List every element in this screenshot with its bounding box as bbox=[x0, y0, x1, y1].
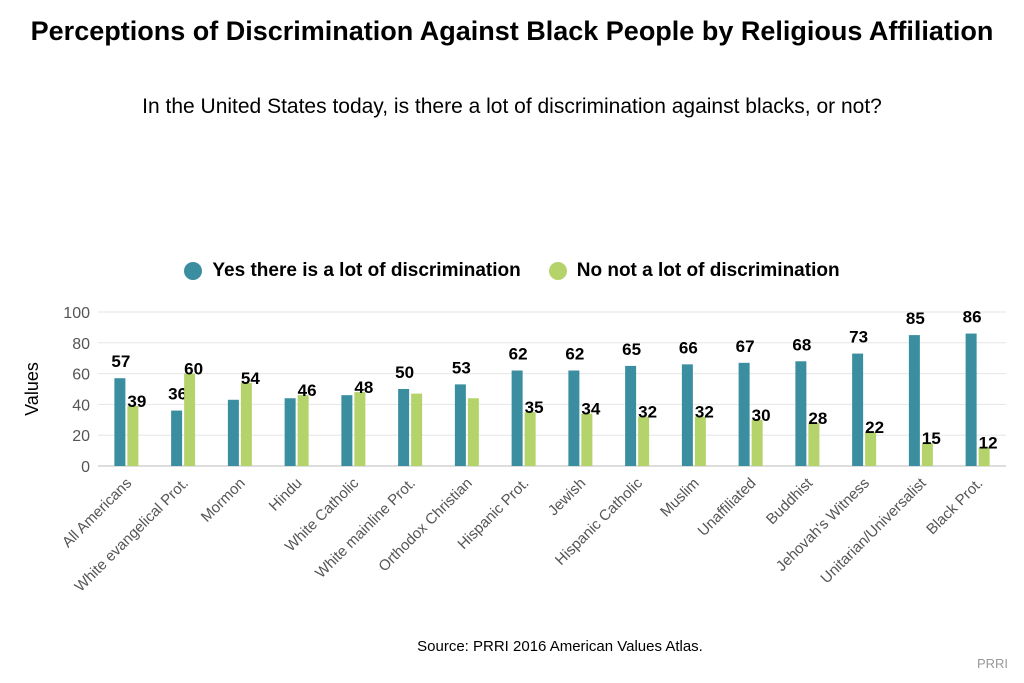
y-tick-label: 20 bbox=[72, 428, 90, 445]
x-tick-label: Hindu bbox=[266, 475, 306, 515]
data-label: 85 bbox=[906, 309, 925, 328]
y-axis-title: Values bbox=[22, 362, 42, 416]
bar bbox=[114, 378, 126, 466]
y-tick-label: 80 bbox=[72, 336, 90, 353]
y-tick-label: 0 bbox=[81, 459, 90, 476]
bar bbox=[795, 361, 807, 466]
y-tick-label: 100 bbox=[63, 305, 90, 322]
bar bbox=[240, 382, 252, 466]
bar bbox=[284, 398, 296, 466]
legend-item-yes[interactable]: Yes there is a lot of discrimination bbox=[184, 260, 521, 282]
source-note: Source: PRRI 2016 American Values Atlas. bbox=[417, 638, 703, 655]
bar bbox=[354, 392, 366, 466]
legend-label-no: No not a lot of discrimination bbox=[576, 260, 840, 281]
x-tick-label: White mainline Prot. bbox=[312, 475, 419, 582]
y-tick-label: 40 bbox=[72, 397, 90, 414]
bar bbox=[581, 413, 593, 466]
bar bbox=[908, 335, 920, 466]
bar bbox=[694, 416, 706, 466]
data-label: 30 bbox=[752, 406, 771, 425]
data-label: 57 bbox=[111, 352, 130, 371]
bar bbox=[638, 416, 650, 466]
data-label: 86 bbox=[963, 308, 982, 327]
data-label: 15 bbox=[922, 429, 941, 448]
legend-label-yes: Yes there is a lot of discrimination bbox=[212, 260, 521, 281]
data-label: 73 bbox=[849, 328, 868, 347]
bar bbox=[127, 405, 139, 466]
data-label: 22 bbox=[865, 418, 884, 437]
x-tick-label: Muslim bbox=[657, 475, 703, 521]
data-label: 67 bbox=[736, 337, 755, 356]
bar bbox=[921, 442, 933, 466]
bar bbox=[568, 370, 580, 466]
x-tick-label: Mormon bbox=[198, 475, 249, 526]
data-label: 50 bbox=[395, 363, 414, 382]
bar bbox=[625, 365, 637, 466]
data-label: 66 bbox=[679, 338, 698, 357]
data-label: 28 bbox=[808, 409, 827, 428]
bar bbox=[965, 333, 977, 466]
data-label: 60 bbox=[184, 360, 203, 379]
data-label: 65 bbox=[622, 340, 641, 359]
bar bbox=[738, 362, 750, 466]
x-tick-label: White evangelical Prot. bbox=[71, 475, 191, 595]
bar bbox=[341, 395, 353, 466]
legend: Yes there is a lot of discrimination No … bbox=[0, 260, 1024, 282]
chart-subtitle: In the United States today, is there a l… bbox=[142, 95, 882, 118]
x-tick-label: Unaffiliated bbox=[695, 475, 760, 540]
bar bbox=[184, 373, 196, 466]
data-label: 32 bbox=[695, 403, 714, 422]
bar bbox=[852, 353, 864, 466]
data-label: 62 bbox=[565, 345, 584, 364]
legend-marker-yes bbox=[184, 262, 203, 280]
bar bbox=[865, 432, 877, 466]
data-label: 35 bbox=[525, 398, 544, 417]
data-label: 34 bbox=[581, 400, 600, 419]
chart-title: Perceptions of Discrimination Against Bl… bbox=[30, 16, 994, 46]
y-tick-label: 60 bbox=[72, 367, 90, 384]
bar bbox=[751, 419, 763, 466]
bar bbox=[511, 370, 523, 466]
brand-mark: PRRI bbox=[976, 656, 1008, 671]
legend-item-no[interactable]: No not a lot of discrimination bbox=[548, 260, 840, 282]
bar bbox=[978, 447, 990, 466]
bar bbox=[171, 410, 183, 466]
bar bbox=[808, 422, 820, 466]
data-label: 54 bbox=[241, 369, 260, 388]
bar bbox=[524, 412, 536, 466]
bar bbox=[681, 364, 693, 466]
x-tick-label: Unitarian/Universalist bbox=[817, 474, 930, 587]
data-label: 68 bbox=[792, 335, 811, 354]
data-label: 46 bbox=[298, 381, 317, 400]
x-tick-label: Jewish bbox=[545, 475, 589, 519]
data-label: 62 bbox=[509, 345, 528, 364]
x-tick-label: Buddhist bbox=[763, 474, 817, 528]
bar bbox=[297, 395, 309, 466]
data-label: 53 bbox=[452, 358, 471, 377]
data-label: 32 bbox=[638, 403, 657, 422]
bar bbox=[454, 384, 466, 466]
bar bbox=[398, 389, 410, 466]
x-tick-label: Black Prot. bbox=[923, 475, 986, 538]
bar bbox=[227, 399, 239, 466]
data-label: 39 bbox=[127, 392, 146, 411]
x-tick-label: Orthodox Christian bbox=[375, 475, 475, 575]
bar bbox=[411, 393, 423, 466]
data-label: 48 bbox=[354, 378, 373, 397]
data-label: 36 bbox=[168, 385, 187, 404]
legend-marker-no bbox=[548, 262, 567, 280]
data-label: 12 bbox=[979, 434, 998, 453]
bar bbox=[467, 398, 479, 466]
